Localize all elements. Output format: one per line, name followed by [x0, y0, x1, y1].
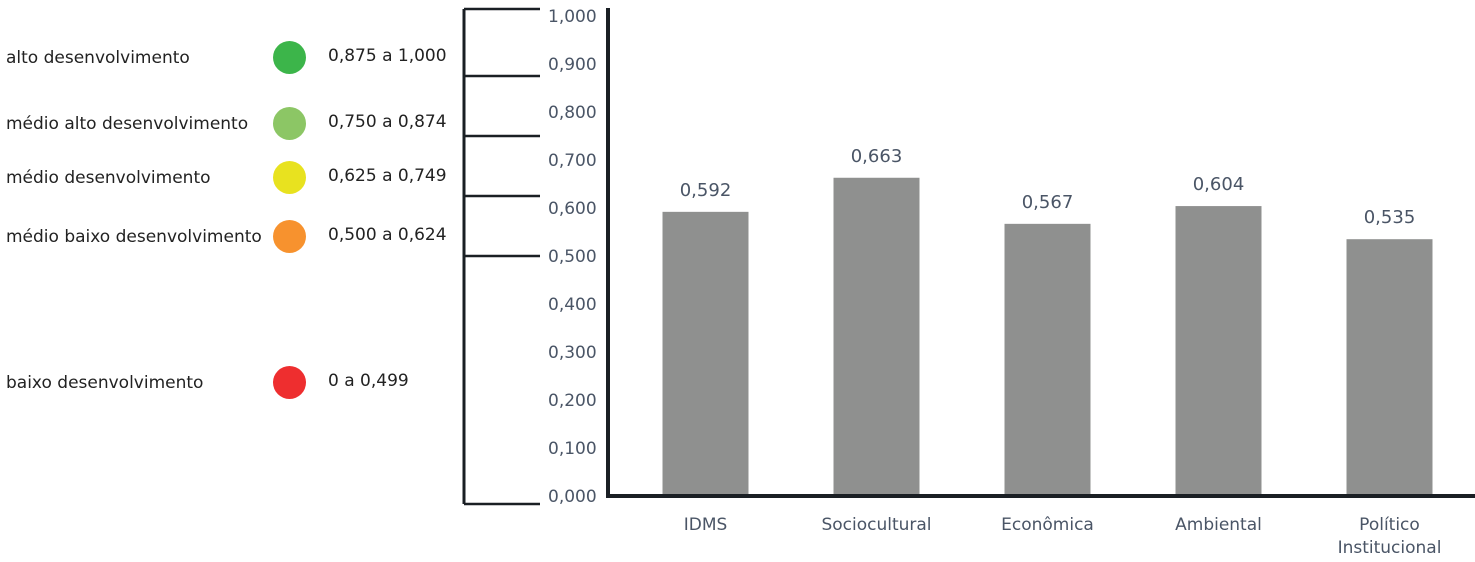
status-dot-icon [273, 220, 306, 253]
legend-range: 0 a 0,499 [328, 371, 409, 391]
status-dot-icon [273, 107, 306, 140]
y-tick-label: 0,000 [548, 487, 597, 507]
x-tick-label: Sociocultural [821, 515, 931, 535]
bar-value-label: 0,567 [1022, 192, 1074, 213]
status-dot-icon [273, 366, 306, 399]
legend-label: médio desenvolvimento [6, 168, 211, 188]
x-tick-label: IDMS [684, 515, 728, 535]
y-tick-label: 0,700 [548, 151, 597, 171]
legend: alto desenvolvimento 0,875 a 1,000 médio… [0, 0, 460, 562]
bar [1004, 223, 1091, 496]
bar-value-label: 0,592 [680, 180, 732, 201]
legend-item-alto: alto desenvolvimento 0,875 a 1,000 [0, 38, 460, 78]
x-tick-label: Político Institucional [1338, 515, 1442, 558]
x-tick-label: Ambiental [1175, 515, 1262, 535]
legend-item-medio-baixo: médio baixo desenvolvimento 0,500 a 0,62… [0, 217, 460, 257]
y-tick-label: 0,300 [548, 343, 597, 363]
y-tick-label: 0,400 [548, 295, 597, 315]
y-tick-label: 0,800 [548, 103, 597, 123]
bar-value-label: 0,604 [1193, 174, 1245, 195]
legend-item-baixo: baixo desenvolvimento 0 a 0,499 [0, 363, 460, 403]
y-tick-label: 0,200 [548, 391, 597, 411]
y-tick-label: 0,600 [548, 199, 597, 219]
y-tick-label: 0,100 [548, 439, 597, 459]
legend-label: médio alto desenvolvimento [6, 114, 249, 134]
y-tick-label: 0,500 [548, 247, 597, 267]
status-dot-icon [273, 161, 306, 194]
legend-item-medio: médio desenvolvimento 0,625 a 0,749 [0, 158, 460, 198]
legend-label: baixo desenvolvimento [6, 373, 204, 393]
y-tick-label: 1,000 [548, 7, 597, 27]
bar [1346, 239, 1433, 496]
legend-item-medio-alto: médio alto desenvolvimento 0,750 a 0,874 [0, 104, 460, 144]
bar [833, 177, 920, 496]
bar [662, 211, 749, 496]
x-tick-label: Econômica [1001, 515, 1094, 535]
legend-range: 0,750 a 0,874 [328, 112, 447, 132]
legend-label: alto desenvolvimento [6, 48, 190, 68]
bar-value-label: 0,663 [851, 146, 903, 167]
bar [1175, 206, 1262, 496]
legend-range: 0,875 a 1,000 [328, 46, 447, 66]
legend-label: médio baixo desenvolvimento [6, 227, 262, 247]
bar-value-label: 0,535 [1364, 207, 1416, 228]
legend-range: 0,500 a 0,624 [328, 225, 447, 245]
y-tick-label: 0,900 [548, 55, 597, 75]
status-dot-icon [273, 41, 306, 74]
legend-range: 0,625 a 0,749 [328, 166, 447, 186]
